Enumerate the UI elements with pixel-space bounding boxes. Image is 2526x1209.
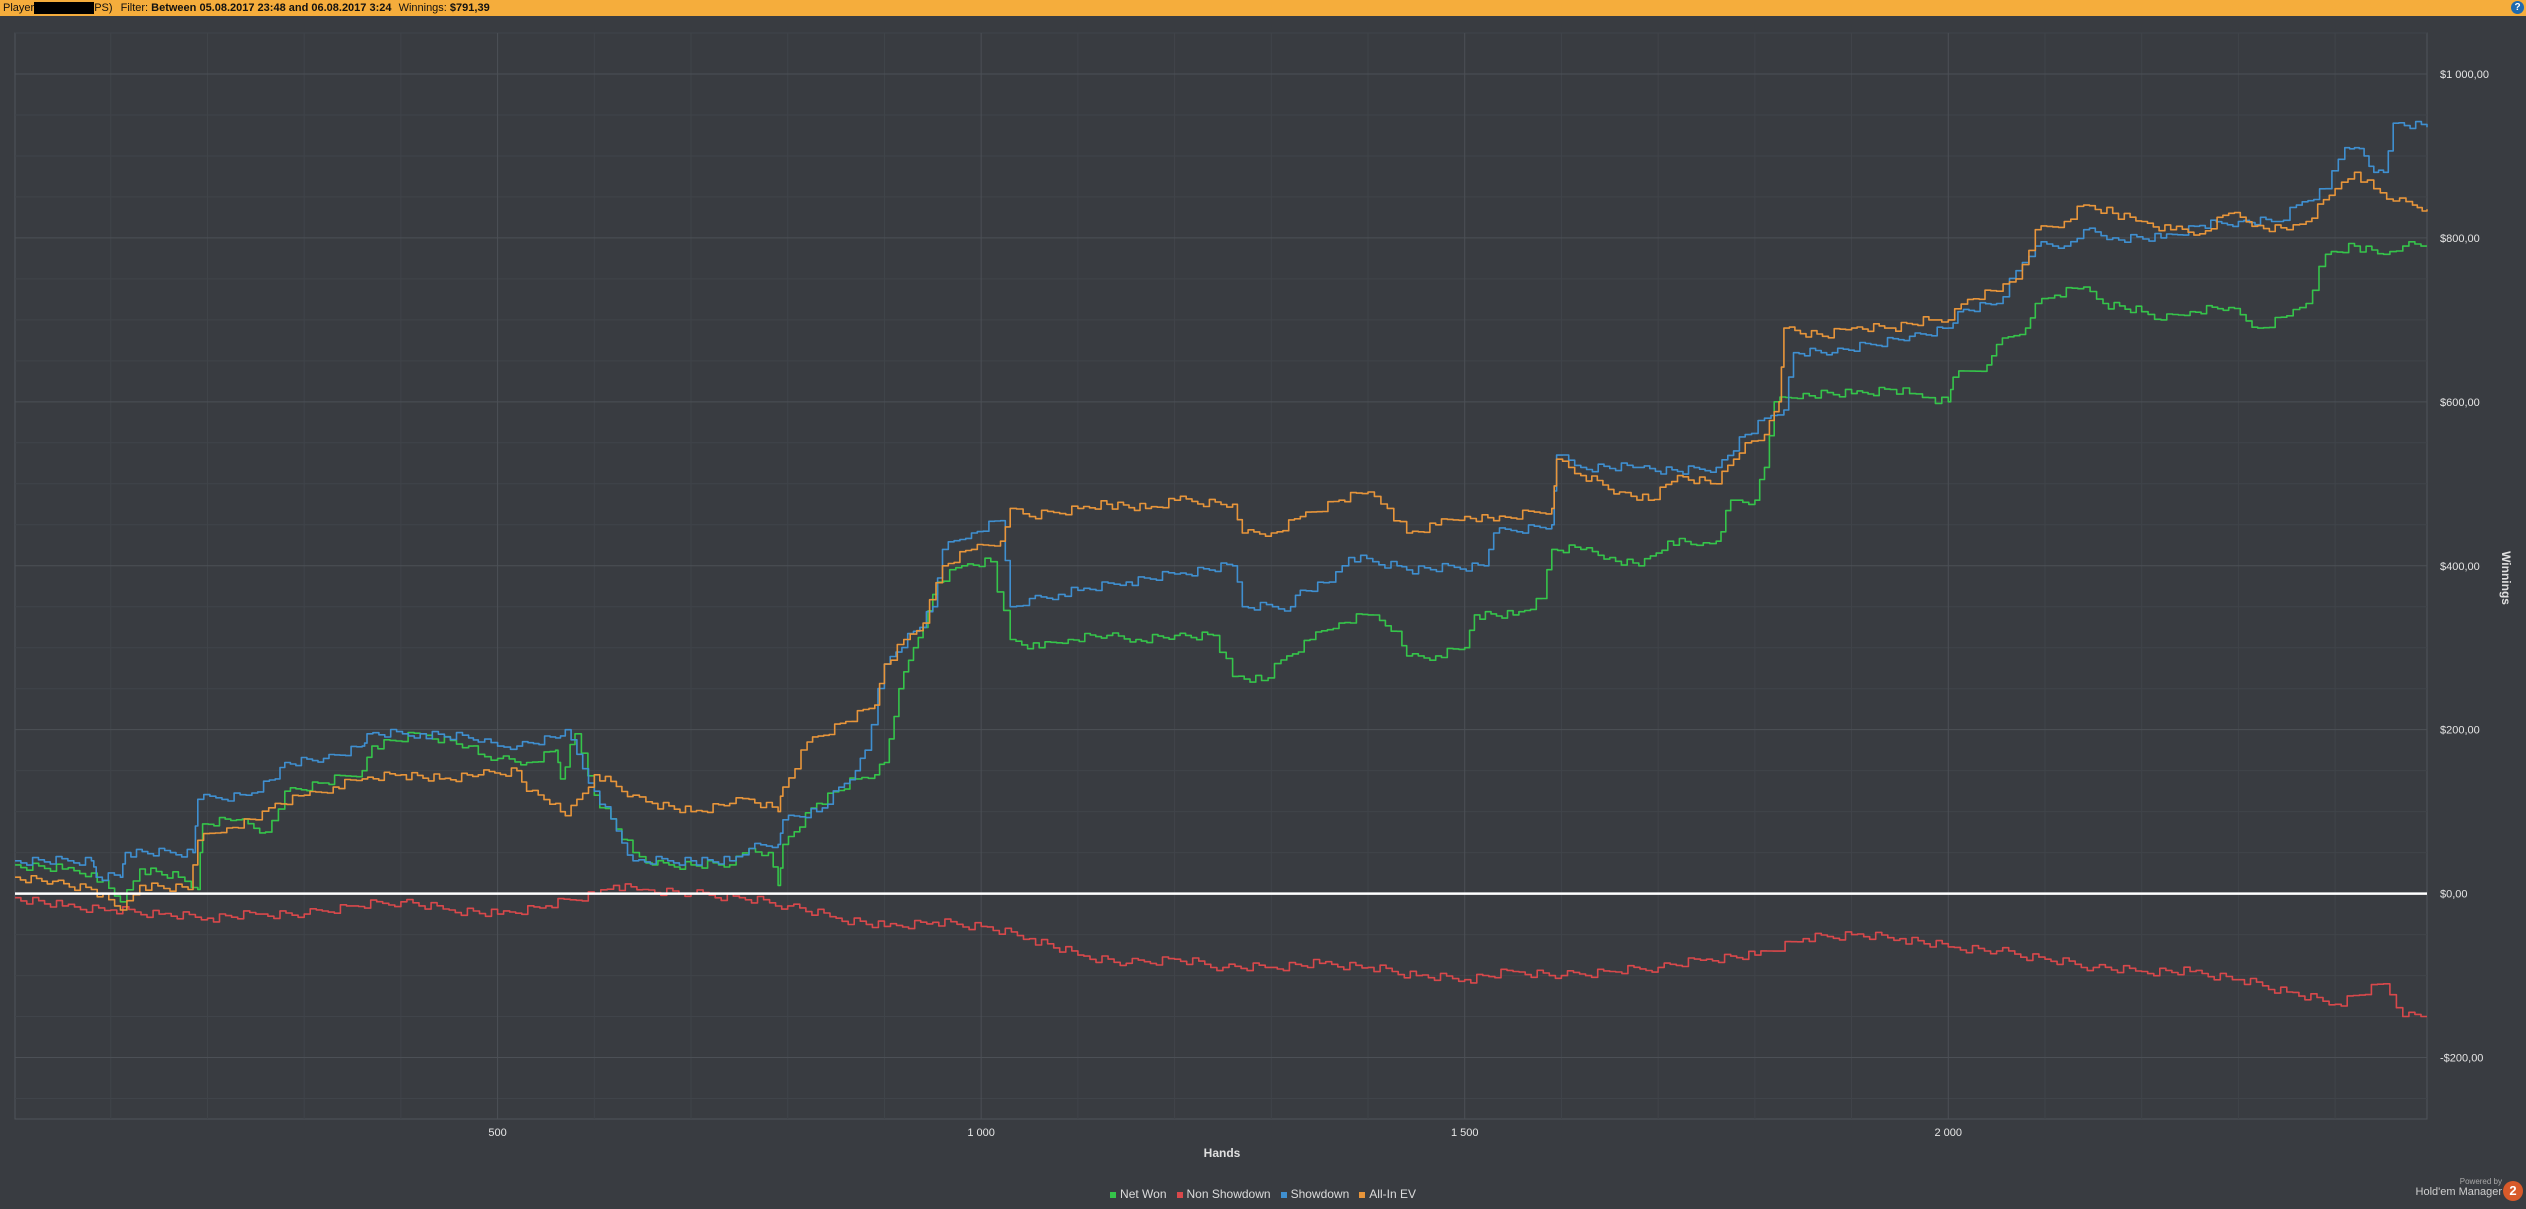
x-tick-label: 2 000 (1935, 1127, 1963, 1139)
redacted-player-name (34, 2, 95, 14)
y-tick-label: $200,00 (2440, 725, 2480, 737)
y-axis-label: Winnings (2499, 551, 2513, 605)
legend-item[interactable]: Non Showdown (1176, 1187, 1271, 1201)
x-tick-labels: 500 1 000 1 500 2 000 (488, 1127, 1962, 1139)
y-tick-label: $800,00 (2440, 233, 2480, 245)
grid-lines (15, 32, 2427, 1119)
series-line (15, 241, 2427, 903)
legend-label: All-In EV (1369, 1187, 1416, 1201)
player-label: Player (3, 2, 35, 14)
help-icon[interactable]: ? (2511, 1, 2524, 14)
x-tick-label: 1 000 (967, 1127, 995, 1139)
filter-header-bar: Player PS) Filter: Between 05.08.2017 23:… (0, 0, 2526, 16)
legend-item[interactable]: Net Won (1110, 1187, 1167, 1201)
x-axis-label: Hands (1204, 1146, 1241, 1160)
y-tick-label: $1 000,00 (2440, 69, 2489, 81)
legend-label: Non Showdown (1186, 1187, 1271, 1201)
legend-label: Net Won (1120, 1187, 1167, 1201)
legend-label: Showdown (1290, 1187, 1350, 1201)
player-suffix: PS) (94, 2, 113, 14)
plot-area (14, 32, 2428, 1120)
legend-swatch (1176, 1191, 1183, 1198)
legend-swatch (1110, 1191, 1117, 1198)
filter-value: Between 05.08.2017 23:48 and 06.08.2017 … (151, 2, 392, 14)
series-line (15, 171, 2428, 911)
x-tick-label: 1 500 (1451, 1127, 1479, 1139)
y-tick-label: $600,00 (2440, 397, 2480, 409)
legend-swatch (1359, 1191, 1366, 1198)
legend-swatch (1280, 1191, 1287, 1198)
brand-name: Hold'em Manager (2415, 1186, 2502, 1198)
powered-by-text: Powered by (2459, 1177, 2502, 1186)
series-lines (15, 120, 2428, 1018)
hem-brand: Powered by Hold'em Manager (2416, 1176, 2502, 1198)
series-line (15, 883, 2427, 1018)
x-tick-label: 500 (488, 1127, 506, 1139)
legend-item[interactable]: All-In EV (1359, 1187, 1416, 1201)
winnings-value: $791,39 (449, 2, 490, 14)
y-tick-label: -$200,00 (2440, 1053, 2483, 1065)
chart-legend: Net Won Non Showdown Showdown All-In EV (0, 1187, 2526, 1201)
winnings-label: Winnings: (398, 2, 447, 14)
legend-item[interactable]: Showdown (1280, 1187, 1350, 1201)
y-tick-labels: $1 000,00 $800,00 $600,00 $400,00 $200,00 $0,… (2440, 69, 2489, 1065)
y-tick-label: $0,00 (2440, 889, 2468, 901)
filter-label: Filter: (120, 2, 149, 14)
hem-logo-icon: 2 (2503, 1181, 2523, 1201)
y-tick-label: $400,00 (2440, 561, 2480, 573)
